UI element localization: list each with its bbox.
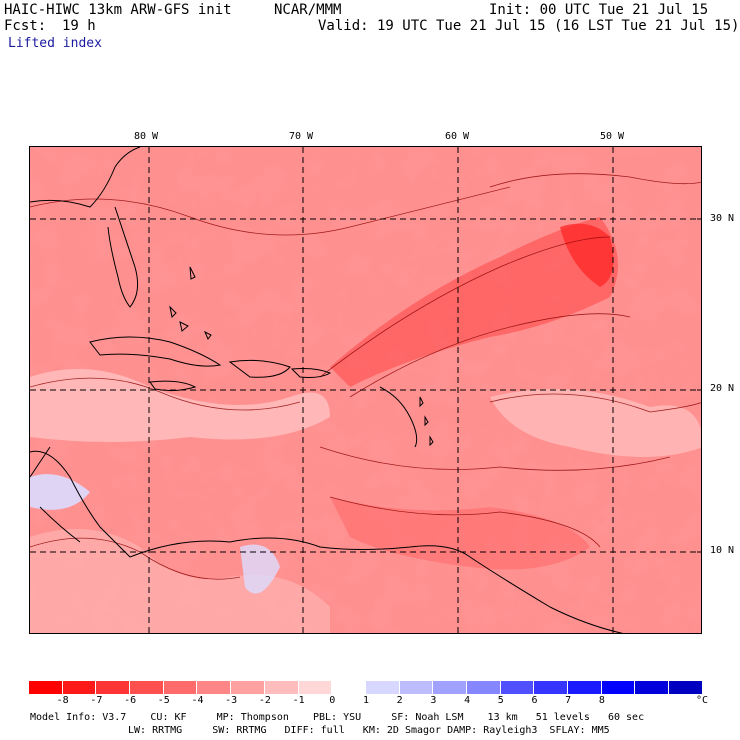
colorbar-cell (163, 681, 198, 694)
unstable-band (330, 217, 618, 387)
colorbar-label: -7 (90, 695, 103, 706)
colorbar-cell (635, 681, 670, 694)
colorbar-label: 6 (531, 695, 538, 706)
lat-label-20n: 20 N (710, 383, 735, 394)
lat-label-30n: 30 N (710, 213, 735, 224)
lon-label-70w: 70 W (289, 131, 314, 142)
org-label: NCAR/MMM (274, 2, 342, 18)
lon-label-50w: 50 W (600, 131, 625, 142)
colorbar-label: -8 (56, 695, 69, 706)
forecast-label: Fcst: (4, 18, 47, 34)
light-band-south (30, 529, 330, 633)
colorbar-label: -4 (191, 695, 204, 706)
colorbar-cell (231, 681, 265, 694)
light-band-west (30, 369, 330, 442)
colorbar-label: 8 (598, 695, 605, 706)
colorbar-label: 2 (396, 695, 403, 706)
colorbar-cell (466, 681, 501, 694)
islands (169, 266, 434, 447)
model-info-line2: LW: RRTMG SW: RRTMG DIFF: full KM: 2D Sm… (128, 725, 610, 736)
colorbar-cell (568, 681, 602, 694)
colorbar-cell (264, 681, 299, 694)
positive-li-region-2 (240, 544, 280, 594)
colorbar-label: 0 (329, 695, 336, 706)
light-band-east (490, 389, 701, 457)
field-name: Lifted index (8, 36, 102, 51)
colorbar-label: 1 (362, 695, 370, 706)
colorbar-label: -5 (157, 695, 170, 706)
colorbar-label: 7 (565, 695, 572, 706)
colorbar-cell (365, 681, 400, 694)
colorbar-label: -3 (225, 695, 238, 706)
colorbar-cell (669, 681, 703, 694)
colorbar-label: -2 (258, 695, 271, 706)
forecast-hour: 19 h (62, 18, 96, 34)
lon-label-60w: 60 W (445, 131, 470, 142)
colorbar-label: 4 (464, 695, 471, 706)
colorbar-cell (96, 681, 131, 694)
coastlines (30, 147, 624, 633)
colorbar-cell (332, 681, 366, 694)
colorbar-cell (399, 681, 434, 694)
colorbar-cell (500, 681, 535, 694)
map-panel (29, 146, 702, 634)
colorbar-label: 5 (497, 695, 504, 706)
lat-label-10n: 10 N (710, 545, 735, 556)
colorbar-cell (62, 681, 97, 694)
colorbar-cell (298, 681, 333, 694)
unstable-core (560, 223, 614, 287)
contour-lines (30, 173, 701, 580)
colorbar-cell (433, 681, 467, 694)
colorbar (29, 681, 703, 694)
lifted-index-map (30, 147, 701, 633)
colorbar-cell (130, 681, 164, 694)
valid-time: Valid: 19 UTC Tue 21 Jul 15 (16 LST Tue … (318, 18, 740, 34)
colorbar-label: -6 (124, 695, 137, 706)
colorbar-label: 3 (430, 695, 437, 706)
colorbar-cell (197, 681, 232, 694)
colorbar-cell (601, 681, 636, 694)
colorbar-unit: °C (695, 695, 709, 706)
lon-label-80w: 80 W (134, 131, 159, 142)
model-title: HAIC-HIWC 13km ARW-GFS init (4, 2, 232, 18)
model-info-line1: Model Info: V3.7 CU: KF MP: Thompson PBL… (30, 712, 645, 723)
colorbar-cell (29, 681, 63, 694)
init-time: Init: 00 UTC Tue 21 Jul 15 (489, 2, 709, 18)
frame-ticks (148, 147, 701, 553)
colorbar-label: -1 (292, 695, 305, 706)
colorbar-cell (534, 681, 568, 694)
unstable-band-south (330, 497, 590, 570)
graticule (30, 147, 701, 633)
positive-li-region (30, 474, 90, 510)
